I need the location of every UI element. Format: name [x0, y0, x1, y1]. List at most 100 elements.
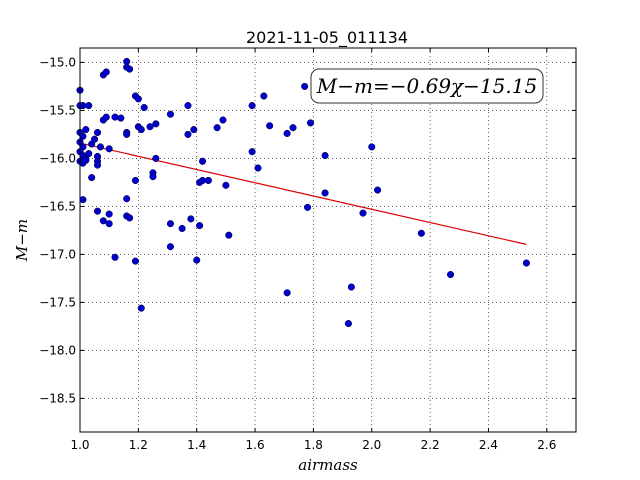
y-tick-labels: −15.0 −15.5 −16.0 −16.5 −17.0 −17.5 −18.0 −18.5 [39, 55, 76, 405]
data-point [123, 195, 131, 203]
data-point [283, 129, 291, 137]
data-point [184, 130, 192, 138]
data-point [105, 210, 113, 218]
x-tick-label: 1.2 [129, 438, 148, 452]
data-point [248, 102, 256, 110]
data-point [347, 283, 355, 291]
data-point [196, 222, 204, 230]
data-point [344, 319, 352, 328]
data-point [204, 176, 212, 185]
data-point [85, 150, 93, 158]
data-point [254, 164, 262, 172]
data-point [93, 161, 102, 169]
x-tick-label: 2.4 [479, 438, 498, 452]
data-point [152, 154, 160, 162]
data-point [111, 113, 119, 121]
data-point [301, 82, 309, 90]
x-axis-label: airmass [298, 456, 358, 474]
plot-frame [79, 47, 577, 433]
data-point [111, 253, 119, 261]
data-point [134, 95, 142, 103]
y-tick-label: −16.0 [39, 151, 76, 165]
data-point [140, 103, 148, 112]
data-point [93, 207, 102, 215]
data-point [166, 243, 174, 251]
data-point [123, 130, 131, 138]
x-tick-label: 2.2 [421, 438, 440, 452]
data-point [321, 151, 329, 160]
data-point [225, 231, 233, 239]
chart-title: 2021-11-05_011134 [246, 28, 408, 48]
data-point [126, 65, 134, 73]
grid [79, 48, 576, 432]
data-point [149, 173, 157, 181]
data-point [126, 214, 134, 222]
data-point [117, 114, 125, 122]
data-point [304, 203, 312, 211]
data-point [374, 186, 382, 194]
data-point [222, 181, 230, 189]
y-tick-label: −15.5 [39, 103, 76, 117]
equation-box [310, 68, 544, 104]
data-point [321, 189, 329, 197]
data-point [137, 304, 145, 312]
data-point [266, 122, 274, 130]
data-point [368, 143, 376, 151]
data-point [131, 257, 139, 265]
x-tick-label: 2.6 [537, 438, 556, 452]
data-point [522, 259, 530, 267]
data-point [260, 92, 268, 100]
data-point [93, 128, 102, 137]
x-tick-label: 2.0 [362, 438, 381, 452]
data-point [91, 135, 99, 143]
data-point [190, 126, 198, 134]
data-point [289, 124, 297, 132]
y-tick-label: −17.5 [39, 295, 76, 309]
data-point [102, 113, 110, 121]
x-tick-label: 1.0 [70, 438, 89, 452]
y-tick-label: −16.5 [39, 199, 76, 213]
data-point [193, 256, 201, 264]
fit-equation: M−m=−0.69χ−15.15 [316, 74, 537, 98]
data-point [82, 126, 90, 134]
data-point [96, 143, 104, 151]
data-point [178, 224, 186, 233]
data-point [219, 116, 227, 124]
y-tick-label: −18.5 [39, 391, 76, 405]
data-point [105, 220, 113, 228]
data-point [213, 124, 221, 132]
data-point [131, 176, 139, 185]
data-point [198, 157, 207, 165]
axis-ticks [79, 48, 576, 432]
y-axis-label: M−m [13, 219, 31, 262]
plot-area [80, 48, 576, 432]
y-tick-label: −15.0 [39, 55, 76, 69]
data-point [137, 126, 145, 134]
data-point [102, 68, 110, 76]
data-point [82, 156, 90, 164]
data-point [248, 148, 256, 156]
data-point [88, 174, 96, 182]
y-tick-label: −18.0 [39, 343, 76, 357]
data-point [166, 220, 174, 228]
data-point [417, 229, 425, 237]
data-point [166, 110, 174, 118]
data-point [359, 209, 367, 217]
x-tick-label: 1.6 [246, 438, 265, 452]
y-tick-label: −17.0 [39, 247, 76, 261]
x-tick-label: 1.8 [304, 438, 323, 452]
data-point [79, 196, 87, 204]
x-tick-labels: 1.0 1.2 1.4 1.6 1.8 2.0 2.2 2.4 2.6 [70, 438, 556, 452]
x-tick-label: 1.4 [187, 438, 206, 452]
data-points [76, 57, 530, 328]
data-point [306, 119, 315, 127]
data-point [99, 217, 107, 225]
data-point [446, 271, 455, 279]
data-point [146, 123, 154, 131]
data-point [187, 215, 195, 223]
data-point [283, 289, 291, 297]
data-point [184, 102, 192, 110]
data-point [105, 145, 113, 153]
data-point [85, 102, 93, 110]
